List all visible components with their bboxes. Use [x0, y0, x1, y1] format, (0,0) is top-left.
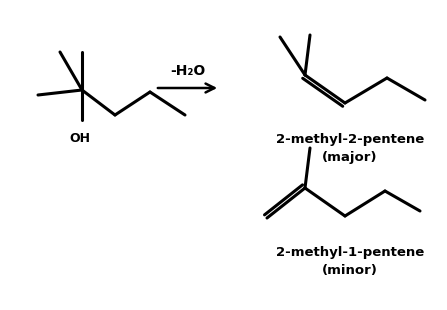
- Text: 2-methyl-2-pentene
(major): 2-methyl-2-pentene (major): [276, 133, 424, 164]
- Text: OH: OH: [69, 132, 90, 145]
- Text: -H₂O: -H₂O: [170, 64, 205, 78]
- Text: 2-methyl-1-pentene
(minor): 2-methyl-1-pentene (minor): [276, 246, 424, 277]
